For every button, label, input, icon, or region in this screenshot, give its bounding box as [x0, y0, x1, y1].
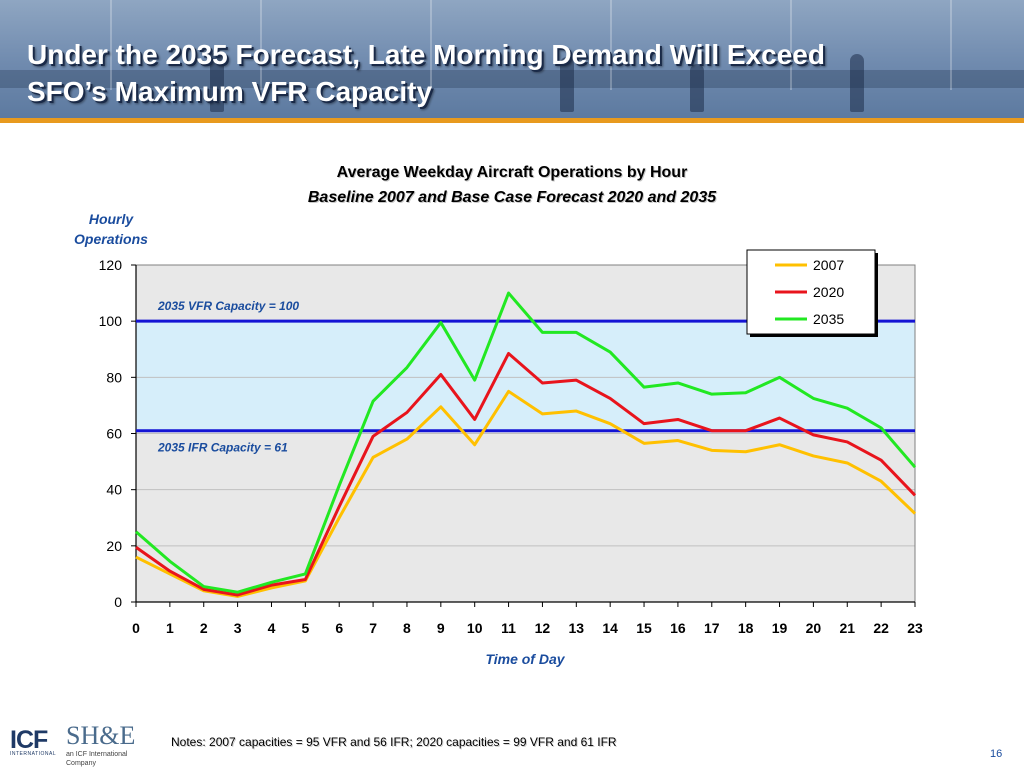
x-tick-label: 3 — [234, 620, 242, 636]
legend-label: 2007 — [813, 257, 844, 273]
x-tick-label: 22 — [873, 620, 889, 636]
y-tick-label: 120 — [99, 257, 123, 273]
y-axis-title-line1: Hourly — [88, 211, 134, 227]
x-tick-label: 9 — [437, 620, 445, 636]
y-tick-label: 80 — [106, 369, 122, 385]
x-tick-label: 7 — [369, 620, 377, 636]
y-tick-label: 20 — [106, 538, 122, 554]
x-tick-label: 1 — [166, 620, 174, 636]
x-tick-label: 2 — [200, 620, 208, 636]
x-tick-label: 23 — [907, 620, 923, 636]
icf-logo: ICF INTERNATIONAL — [10, 726, 57, 760]
header-silhouette — [690, 64, 704, 112]
x-axis-title: Time of Day — [485, 651, 565, 667]
header-background-band — [0, 70, 1024, 88]
x-tick-label: 15 — [636, 620, 652, 636]
x-tick-label: 13 — [569, 620, 585, 636]
series-line — [135, 389, 917, 598]
x-tick-label: 14 — [602, 620, 618, 636]
header-silhouette — [850, 54, 864, 112]
x-tick-label: 5 — [301, 620, 309, 636]
x-tick-label: 4 — [268, 620, 276, 636]
x-tick-label: 19 — [772, 620, 788, 636]
slide-title-line2: SFO’s Maximum VFR Capacity — [27, 76, 433, 107]
footnote: Notes: 2007 capacities = 95 VFR and 56 I… — [171, 735, 617, 749]
x-tick-label: 6 — [335, 620, 343, 636]
header-window-mullion — [110, 0, 112, 90]
y-tick-label: 100 — [99, 313, 123, 329]
x-tick-label: 11 — [501, 620, 516, 636]
page-number: 16 — [990, 748, 1003, 760]
x-tick-label: 16 — [670, 620, 686, 636]
she-logo: SH&E an ICF International Company — [66, 721, 158, 768]
icf-logo-text: ICF — [10, 726, 48, 754]
series-line — [135, 351, 917, 597]
header-window-mullion — [260, 0, 262, 90]
header-silhouette — [210, 52, 224, 112]
x-tick-label: 18 — [738, 620, 754, 636]
x-tick-label: 17 — [704, 620, 720, 636]
series-line — [135, 291, 917, 594]
y-tick-label: 0 — [114, 594, 122, 610]
x-tick-label: 8 — [403, 620, 411, 636]
slide-title: Under the 2035 Forecast, Late Morning De… — [27, 36, 825, 110]
header-window-mullion — [950, 0, 952, 90]
header-banner: Under the 2035 Forecast, Late Morning De… — [0, 0, 1024, 118]
x-tick-label: 20 — [806, 620, 822, 636]
legend-label: 2020 — [813, 284, 844, 300]
header-window-mullion — [610, 0, 612, 90]
capacity-line-label: 2035 IFR Capacity = 61 — [157, 441, 288, 455]
y-axis-title-line2: Operations — [74, 231, 148, 247]
capacity-line-label: 2035 VFR Capacity = 100 — [157, 299, 299, 313]
header-window-mullion — [430, 0, 432, 90]
header-accent-rule — [0, 118, 1024, 123]
capacity-band — [136, 321, 915, 431]
icf-logo-subtext: INTERNATIONAL — [10, 751, 57, 757]
legend-label: 2035 — [813, 311, 844, 327]
x-tick-label: 21 — [839, 620, 855, 636]
legend-box — [746, 249, 876, 335]
header-window-mullion — [790, 0, 792, 90]
she-logo-subtext: an ICF International Company — [66, 751, 128, 767]
chart-title: Average Weekday Aircraft Operations by H… — [336, 164, 688, 181]
x-tick-label: 12 — [535, 620, 551, 636]
she-logo-text: SH&E — [66, 721, 136, 750]
y-tick-label: 60 — [106, 426, 122, 442]
slide-title-line1: Under the 2035 Forecast, Late Morning De… — [27, 39, 825, 70]
header-silhouette — [560, 57, 574, 112]
chart-subtitle: Baseline 2007 and Base Case Forecast 202… — [307, 189, 717, 206]
y-axis-title: Hourly Operations — [56, 209, 166, 249]
x-tick-label: 0 — [132, 620, 140, 636]
y-tick-label: 40 — [106, 482, 122, 498]
x-tick-label: 10 — [467, 620, 483, 636]
